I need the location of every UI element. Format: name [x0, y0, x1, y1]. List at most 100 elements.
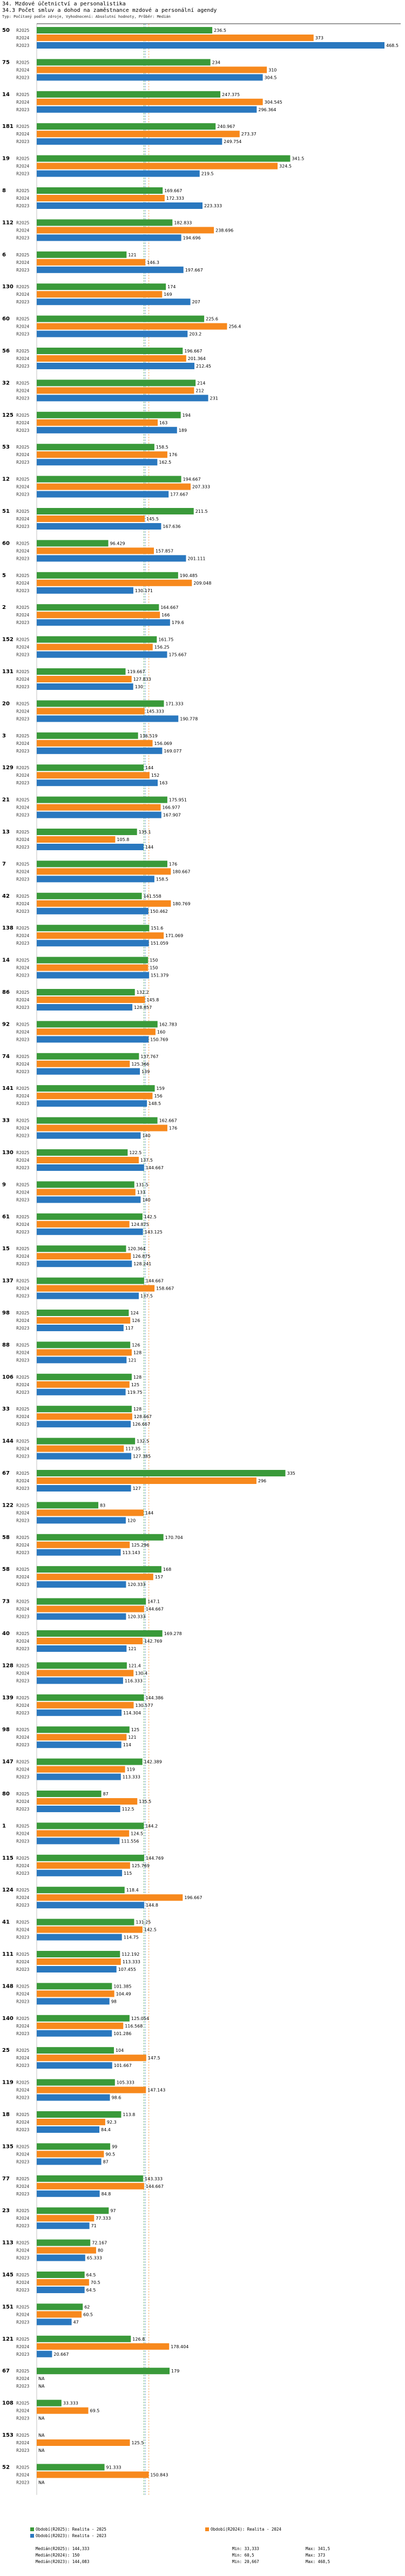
period-label: R2023 — [16, 653, 30, 657]
bar-r2025 — [37, 1983, 112, 1990]
period-label: R2025 — [16, 1567, 30, 1572]
bar-r2025 — [37, 187, 163, 194]
bar-r2024 — [37, 483, 191, 490]
bar-r2024 — [37, 2279, 89, 2286]
value-label: 234 — [212, 60, 220, 65]
period-label: R2024 — [16, 1543, 30, 1548]
bar-r2025 — [37, 989, 135, 995]
group-label: 98 — [2, 1310, 10, 1316]
bar-r2025 — [37, 2111, 122, 2118]
value-label: 158.5 — [156, 445, 168, 450]
period-label: R2024 — [16, 2280, 30, 2285]
period-label: R2025 — [16, 381, 30, 385]
value-label: 133 — [137, 1190, 145, 1195]
value-label: 135.1 — [139, 830, 151, 835]
value-label: 143.333 — [145, 2177, 163, 2181]
period-label: R2024 — [16, 1831, 30, 1836]
value-label: 197.667 — [185, 268, 203, 273]
bar-r2025 — [37, 1662, 127, 1669]
period-label: R2024 — [16, 1094, 30, 1099]
value-label: 91.333 — [106, 2465, 122, 2470]
bar-r2023 — [37, 426, 177, 433]
group-label: 60 — [2, 540, 10, 546]
value-label: 468.5 — [386, 43, 399, 48]
value-label: 190.778 — [180, 716, 198, 721]
value-label: 125.296 — [131, 1543, 149, 1548]
bar-r2025 — [37, 732, 138, 739]
bar-r2023 — [37, 876, 154, 883]
period-label: R2024 — [16, 805, 30, 810]
value-label: 130 — [135, 684, 143, 689]
period-label: R2023 — [16, 1262, 30, 1266]
value-label: 182.833 — [174, 220, 192, 225]
value-label: 33.333 — [63, 2401, 78, 2406]
value-label: 125 — [131, 1727, 139, 1732]
period-label: R2023 — [16, 1711, 30, 1716]
bar-r2024 — [37, 1317, 131, 1324]
bar-r2025 — [37, 2015, 130, 2022]
bar-r2024 — [37, 836, 116, 843]
period-label: R2024 — [16, 1735, 30, 1740]
value-label: 116.568 — [125, 2024, 143, 2029]
value-label: 145.333 — [146, 709, 164, 714]
period-label: R2025 — [16, 1888, 30, 1893]
period-label: R2023 — [16, 2031, 30, 2036]
bar-r2025 — [37, 2079, 115, 2086]
period-label: R2025 — [16, 1054, 30, 1059]
period-label: R2023 — [16, 1486, 30, 1491]
value-label: 144.667 — [146, 1165, 164, 1170]
group-label: 2 — [2, 605, 6, 611]
value-label: 142.769 — [144, 1639, 162, 1644]
bar-r2023 — [37, 74, 263, 81]
period-label: R2023 — [16, 300, 30, 304]
value-label: 105.333 — [117, 2080, 134, 2085]
bar-r2024 — [37, 1413, 132, 1420]
value-label: 156.069 — [154, 741, 172, 746]
legend-median-r2025: Medián(R2025): 144,333 — [36, 2546, 90, 2551]
value-label: 180.667 — [172, 869, 190, 874]
value-label: 136.519 — [140, 734, 158, 738]
bar-r2023 — [37, 106, 257, 113]
bar-r2025 — [37, 1149, 128, 1156]
period-label: R2023 — [16, 1422, 30, 1427]
value-label: 131.25 — [136, 1920, 151, 1925]
bar-r2025 — [37, 1726, 130, 1733]
bar-r2025 — [37, 1630, 163, 1637]
period-label: R2023 — [16, 1903, 30, 1908]
bar-r2023 — [37, 619, 170, 626]
period-label: R2023 — [16, 1326, 30, 1331]
bar-r2024 — [37, 195, 165, 201]
period-label: R2023 — [16, 1454, 30, 1459]
period-label: R2024 — [16, 1575, 30, 1580]
period-label: R2025 — [16, 1792, 30, 1797]
value-label: 101.385 — [113, 1984, 131, 1989]
value-label: 126 — [132, 1318, 140, 1323]
bar-r2025 — [37, 1598, 146, 1605]
bar-r2023 — [37, 1388, 126, 1395]
period-label: R2025 — [16, 1471, 30, 1476]
period-label: R2023 — [16, 75, 30, 80]
period-label: R2023 — [16, 2096, 30, 2100]
period-label: R2025 — [16, 990, 30, 995]
bar-r2024 — [37, 355, 186, 362]
bar-r2023 — [37, 1004, 133, 1011]
bar-r2025 — [37, 27, 213, 33]
value-label: 87 — [103, 2159, 109, 2164]
value-label: 373 — [315, 36, 323, 40]
group-label: 67 — [2, 1470, 10, 1476]
period-label: R2025 — [16, 1311, 30, 1316]
bar-r2023 — [37, 747, 163, 754]
legend-max-r2024: Max: 373 — [306, 2553, 326, 2558]
value-label: 159 — [157, 1086, 165, 1091]
value-label: 113.8 — [123, 2112, 135, 2117]
value-label: 167.907 — [163, 813, 181, 818]
bar-r2025 — [37, 155, 291, 162]
bar-r2024 — [37, 2119, 105, 2125]
period-label: R2024 — [16, 2409, 30, 2414]
bar-r2024 — [37, 2343, 170, 2350]
period-label: R2025 — [16, 1823, 30, 1828]
chart-header: 34. Mzdové účetnictví a personalistika 3… — [2, 1, 402, 19]
bar-r2024 — [37, 259, 146, 266]
value-label: 80 — [98, 2248, 103, 2253]
period-label: R2025 — [16, 638, 30, 642]
